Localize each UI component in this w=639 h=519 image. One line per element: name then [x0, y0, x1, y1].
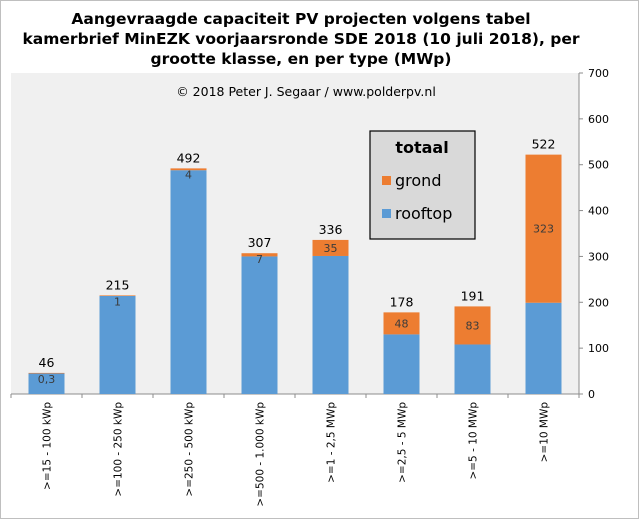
legend-title: totaal	[395, 138, 448, 157]
total-value-label: 178	[390, 294, 414, 309]
legend-label-rooftop: rooftop	[395, 204, 452, 223]
bar-grond	[525, 154, 562, 303]
total-value-label: 522	[532, 137, 556, 152]
y-tick-label: 100	[588, 342, 609, 355]
bar-rooftop	[454, 344, 491, 394]
plot-area	[11, 73, 579, 394]
category-label: >=250 - 500 kWp	[184, 402, 196, 497]
bar-grond	[383, 312, 420, 335]
y-tick-label: 200	[588, 296, 609, 309]
bar-rooftop	[99, 295, 136, 394]
category-label: >=15 - 100 kWp	[42, 402, 54, 490]
grond-value-label: 0,3	[38, 373, 56, 386]
category-label: >=2,5 - 5 MWp	[397, 402, 409, 483]
y-tick-label: 600	[588, 113, 609, 126]
grond-value-label: 4	[185, 168, 192, 181]
bar-grond	[241, 253, 278, 257]
total-value-label: 492	[177, 150, 201, 165]
total-value-label: 215	[106, 277, 130, 292]
total-value-label: 191	[461, 288, 485, 303]
category-label: >=5 - 10 MWp	[468, 402, 480, 480]
bar-rooftop	[241, 256, 278, 394]
bar-rooftop	[28, 373, 65, 394]
grond-value-label: 83	[466, 319, 480, 332]
grond-value-label: 35	[324, 242, 338, 255]
legend-label-grond: grond	[395, 171, 441, 190]
bar-grond	[312, 239, 349, 256]
legend-swatch-grond	[382, 176, 391, 185]
bar-grond	[170, 168, 207, 171]
grond-value-label: 7	[256, 253, 263, 266]
bar-rooftop	[383, 334, 420, 394]
category-label: >=1 - 2,5 MWp	[326, 402, 338, 483]
y-tick-label: 700	[588, 67, 609, 80]
grond-value-label: 48	[395, 317, 409, 330]
y-tick-label: 0	[588, 388, 595, 401]
legend-swatch-rooftop	[382, 209, 391, 218]
y-tick-label: 500	[588, 159, 609, 172]
category-label: >=100 - 250 kWp	[113, 402, 125, 497]
y-tick-label: 400	[588, 205, 609, 218]
total-value-label: 307	[248, 235, 272, 250]
grond-value-label: 323	[533, 223, 554, 236]
bar-rooftop	[525, 302, 562, 394]
bar-grond	[99, 295, 136, 297]
category-label: >=10 MWp	[539, 402, 551, 463]
y-tick-label: 300	[588, 250, 609, 263]
bar-grond	[454, 306, 491, 345]
bar-rooftop	[312, 255, 349, 394]
category-label: >=500 - 1.000 kWp	[255, 402, 267, 507]
chart-title: Aangevraagde capaciteit PV projecten vol…	[22, 10, 580, 68]
bar-rooftop	[170, 170, 207, 394]
copyright-annotation: © 2018 Peter J. Segaar / www.polderpv.nl	[176, 84, 436, 99]
total-value-label: 336	[319, 222, 343, 237]
grond-value-label: 1	[114, 295, 121, 308]
bar-grond	[28, 372, 65, 374]
total-value-label: 46	[39, 355, 55, 370]
